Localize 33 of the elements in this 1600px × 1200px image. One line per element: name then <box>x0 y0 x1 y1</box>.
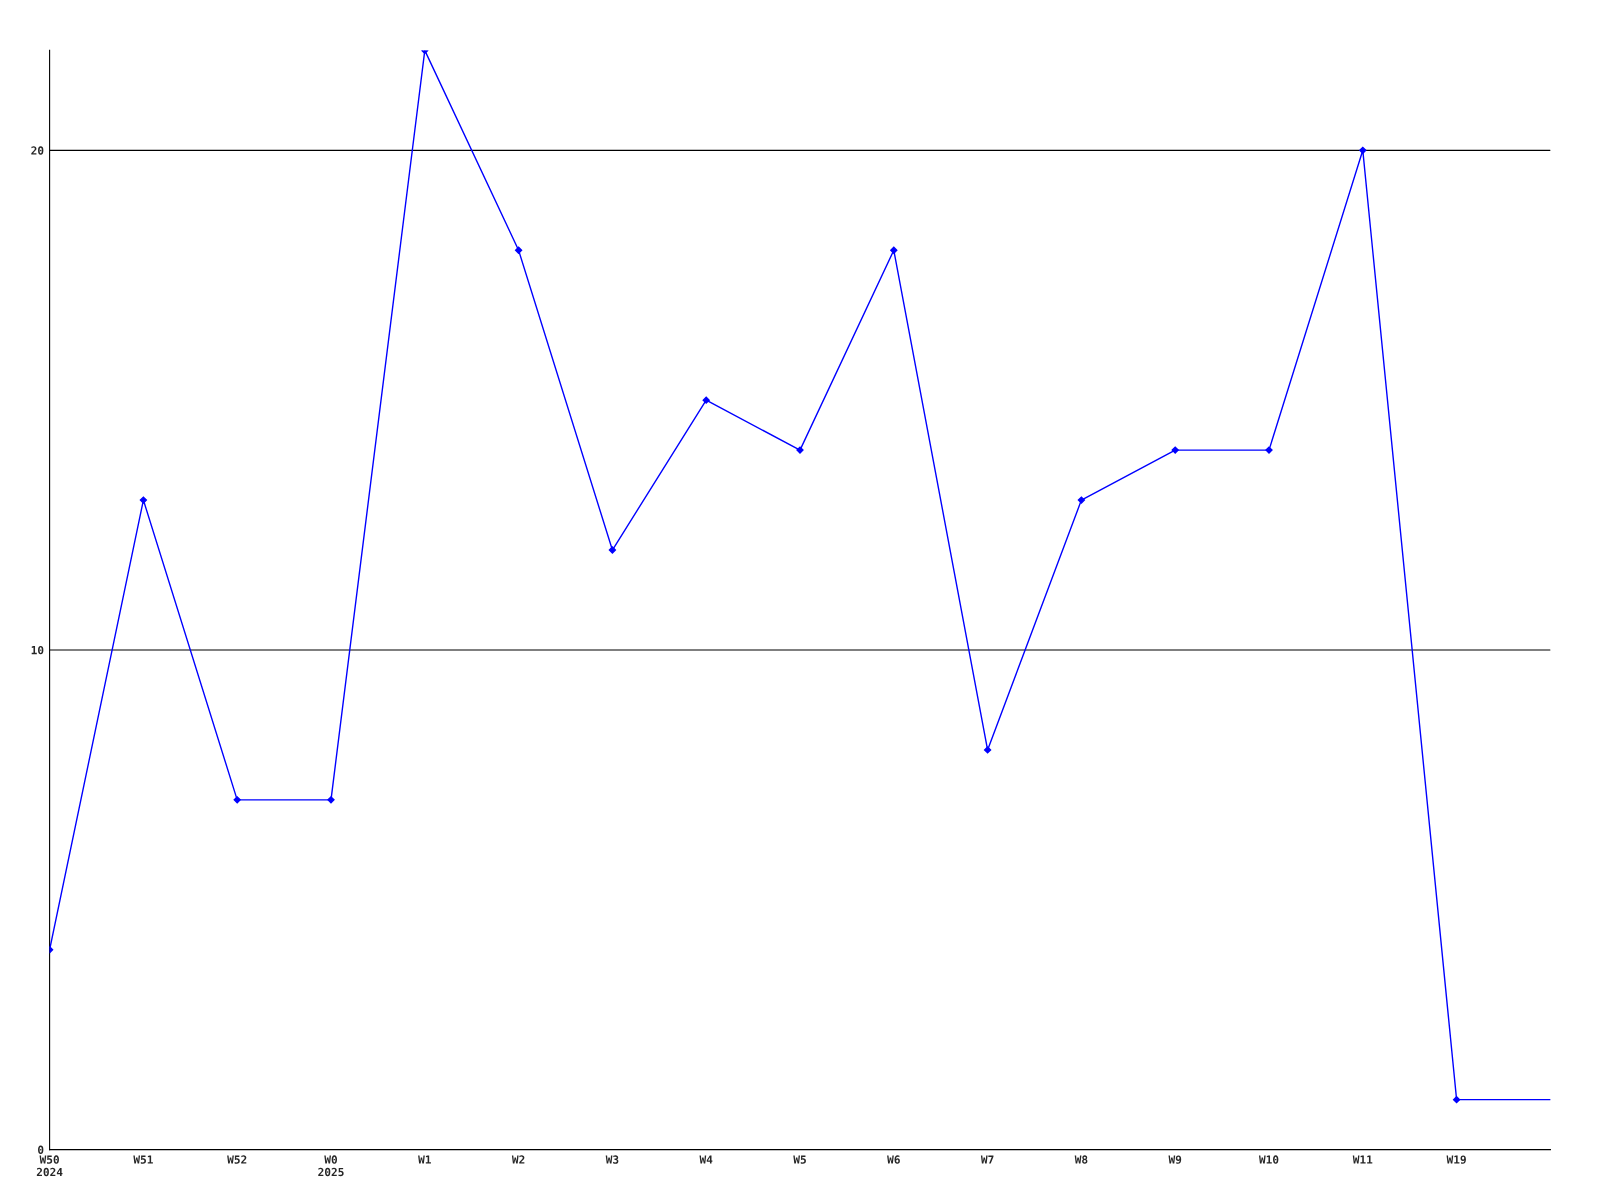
point <box>139 496 148 504</box>
point <box>514 246 523 254</box>
point <box>1359 146 1367 154</box>
x-tick-label: W3 <box>605 1155 619 1164</box>
point <box>1171 446 1179 454</box>
point <box>608 546 617 554</box>
x-tick-label: W0 2025 <box>318 1155 344 1177</box>
x-tick-label: W51 <box>133 1155 153 1164</box>
point <box>890 246 898 254</box>
x-tick-label: W1 <box>418 1155 431 1164</box>
point <box>1265 446 1273 454</box>
point <box>702 396 710 404</box>
x-tick-label: W6 <box>887 1155 900 1164</box>
x-tick-label: W9 <box>1168 1155 1182 1164</box>
point <box>796 446 804 454</box>
x-tick-label: W19 <box>1446 1155 1466 1164</box>
x-tick-label: W52 <box>227 1155 247 1164</box>
point <box>233 796 241 804</box>
x-tick-label: W4 <box>699 1155 713 1164</box>
x-tick-label: W7 <box>980 1155 994 1164</box>
y-tick-label: 0 <box>38 1145 44 1154</box>
point <box>983 746 992 754</box>
x-tick-label: W10 <box>1258 1155 1279 1164</box>
point <box>327 796 335 804</box>
point <box>1452 1095 1461 1104</box>
x-tick-label: W11 <box>1352 1155 1373 1164</box>
x-tick-label: W5 <box>793 1155 806 1164</box>
y-tick-label: 10 <box>31 645 44 655</box>
x-tick-label: W8 <box>1074 1155 1088 1164</box>
y-tick-label: 20 <box>31 146 44 155</box>
point <box>1077 496 1086 504</box>
x-tick-label: W2 <box>511 1155 525 1164</box>
x-tick-label: W50 2024 <box>36 1155 63 1177</box>
